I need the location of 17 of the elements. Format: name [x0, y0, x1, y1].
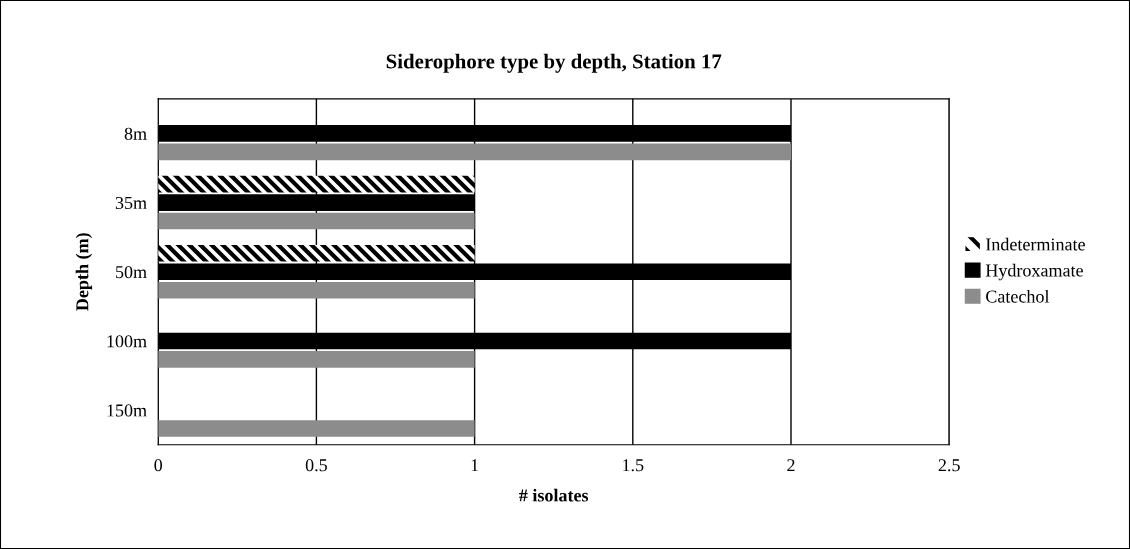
text: Indeterminate [985, 237, 1085, 251]
x-tick-label: 0 [154, 459, 163, 472]
y-tick-label: 50m [116, 266, 147, 279]
chart-title: Siderophore type by depth, Station 17 [386, 53, 722, 73]
y-tick-label: 35m [115, 196, 147, 210]
legend-label: Catechol [986, 289, 1050, 303]
x-tick-label: 1.5 [623, 459, 644, 472]
x-tick-label: 0.5 [305, 459, 327, 472]
x-tick-label: 2 [787, 459, 795, 472]
y-tick-label: 150m [107, 404, 147, 417]
x-axis-title: # isolates [519, 488, 589, 502]
legend-label: Hydroxamate [985, 263, 1083, 281]
y-tick-label: 100m [107, 335, 147, 348]
x-tick-label: 2.5 [938, 459, 960, 472]
x-tick-label: 1 [471, 459, 479, 472]
y-axis-title: Depth (m) [75, 233, 93, 311]
y-tick-label: 8m [124, 127, 147, 140]
